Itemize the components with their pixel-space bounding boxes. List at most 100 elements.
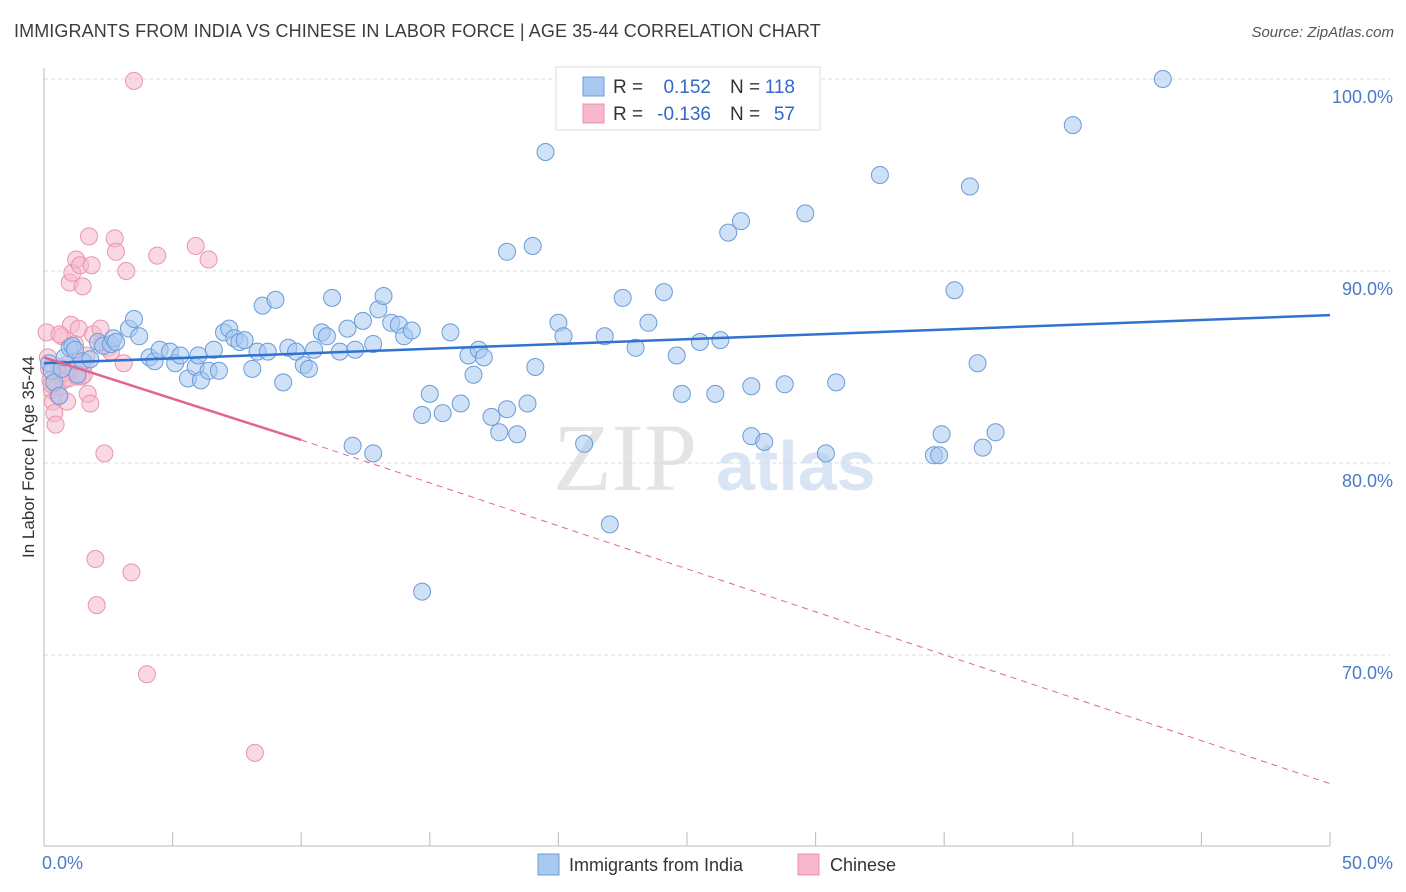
india-point-42 xyxy=(274,373,293,392)
chinese-trend-extension xyxy=(301,439,1331,785)
india-point-52 xyxy=(338,319,357,338)
india-point-71 xyxy=(482,407,501,426)
india-point-40 xyxy=(258,342,277,361)
legend-r-value-india: 0.152 xyxy=(663,77,711,98)
india-point-86 xyxy=(626,338,645,357)
india-point-36 xyxy=(235,331,254,350)
india-point-79 xyxy=(523,237,542,255)
legend-n-value-india: 118 xyxy=(765,77,795,98)
india-trend-line xyxy=(43,313,1331,365)
india-point-93 xyxy=(711,331,730,350)
india-point-92 xyxy=(706,384,725,403)
india-point-47 xyxy=(305,340,324,359)
chinese-point-28 xyxy=(73,277,92,296)
india-point-111 xyxy=(986,423,1005,442)
india-point-85 xyxy=(613,288,632,307)
y-tick-label-90: 90.0% xyxy=(1342,279,1393,299)
chinese-point-35 xyxy=(82,256,101,275)
chinese-point-49 xyxy=(125,71,143,90)
india-point-88 xyxy=(654,283,673,302)
chinese-point-46 xyxy=(114,354,133,373)
india-point-110 xyxy=(973,438,992,457)
india-point-78 xyxy=(498,242,516,261)
india-point-94 xyxy=(719,223,738,242)
x-tick-label-max: 50.0% xyxy=(1342,853,1393,873)
chinese-point-48 xyxy=(122,563,141,582)
india-point-115 xyxy=(343,436,362,455)
india-point-63 xyxy=(420,384,439,403)
india-point-19 xyxy=(130,327,149,346)
india-point-61 xyxy=(402,321,421,340)
y-tick-label-70: 70.0% xyxy=(1342,663,1393,683)
chinese-point-7 xyxy=(46,415,65,434)
india-point-116 xyxy=(413,582,432,601)
india-point-87 xyxy=(639,313,658,332)
india-point-76 xyxy=(526,358,545,376)
legend-r-value-chinese: -0.136 xyxy=(657,104,711,125)
y-tick-label-80: 80.0% xyxy=(1342,471,1393,491)
x-tick-label-min: 0.0% xyxy=(42,853,83,873)
india-point-112 xyxy=(1063,116,1082,135)
india-point-41 xyxy=(266,290,285,309)
legend-r-label-chinese: R = xyxy=(613,104,643,125)
chinese-point-45 xyxy=(107,242,125,261)
bottom-legend: Immigrants from India Chinese xyxy=(537,853,896,876)
india-point-90 xyxy=(672,384,691,403)
india-point-84 xyxy=(600,515,619,534)
india-point-114 xyxy=(364,444,383,463)
india-point-70 xyxy=(474,348,493,367)
watermark: ZIP atlas xyxy=(553,404,876,511)
chinese-point-33 xyxy=(80,227,98,246)
india-point-100 xyxy=(796,204,815,223)
y-axis-label: In Labor Force | Age 35-44 xyxy=(19,356,38,558)
india-point-65 xyxy=(441,323,460,342)
watermark-atlas: atlas xyxy=(716,427,876,505)
chinese-point-56 xyxy=(50,325,69,344)
chinese-point-37 xyxy=(86,550,105,568)
india-point-37 xyxy=(243,359,262,378)
india-point-30 xyxy=(204,340,223,359)
bottom-legend-swatch-india xyxy=(537,853,560,876)
india-point-81 xyxy=(554,327,573,346)
source-credit: Source: ZipAtlas.com xyxy=(1251,24,1394,41)
chinese-point-38 xyxy=(87,596,106,615)
legend-n-label-chinese: N = xyxy=(730,104,760,125)
chinese-point-41 xyxy=(95,444,114,463)
india-point-102 xyxy=(827,373,846,392)
india-point-106 xyxy=(932,425,951,444)
watermark-zip: ZIP xyxy=(553,404,697,511)
india-point-53 xyxy=(346,340,365,359)
trend-lines xyxy=(43,313,1331,785)
india-point-77 xyxy=(536,143,555,161)
india-point-18 xyxy=(125,310,143,328)
india-point-101 xyxy=(816,444,835,463)
india-point-57 xyxy=(374,287,393,305)
y-tick-labels: 70.0% 80.0% 90.0% 100.0% xyxy=(1332,87,1393,683)
india-point-96 xyxy=(742,377,761,396)
india-point-66 xyxy=(451,394,470,413)
bottom-legend-label-india: Immigrants from India xyxy=(569,855,744,875)
india-point-25 xyxy=(171,346,190,365)
legend-swatch-chinese xyxy=(582,103,605,124)
india-point-89 xyxy=(667,346,686,365)
legend-swatch-india xyxy=(582,76,605,97)
grid-lines xyxy=(44,78,1390,656)
chinese-point-34 xyxy=(81,394,100,413)
bottom-legend-swatch-chinese xyxy=(797,853,820,876)
x-tick-marks xyxy=(43,832,1331,846)
india-point-49 xyxy=(317,327,336,346)
chinese-point-47 xyxy=(117,262,136,280)
legend-n-value-chinese: 57 xyxy=(774,104,795,125)
india-point-91 xyxy=(690,333,709,351)
series-india-points xyxy=(40,70,1172,601)
india-point-74 xyxy=(508,425,527,444)
india-point-107 xyxy=(945,281,964,300)
legend: R = 0.152 N = 118 R = -0.136 N = 57 xyxy=(555,66,821,131)
legend-n-label-india: N = xyxy=(730,77,760,98)
india-point-83 xyxy=(595,327,614,346)
india-point-16 xyxy=(107,333,125,351)
india-point-117 xyxy=(189,346,208,365)
chinese-trend-line xyxy=(43,356,302,442)
chart-title: IMMIGRANTS FROM INDIA VS CHINESE IN LABO… xyxy=(14,21,821,41)
